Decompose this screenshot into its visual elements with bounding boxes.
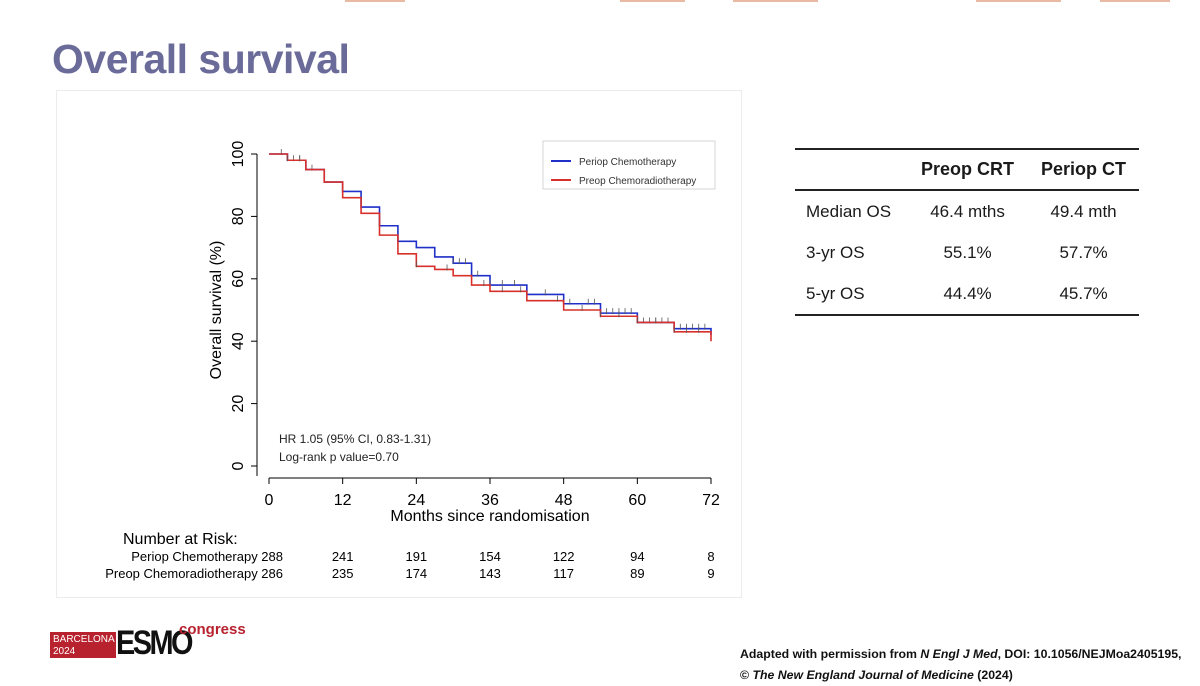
- stat-annotation: HR 1.05 (95% CI, 0.83-1.31): [279, 432, 431, 446]
- y-tick-label: 20: [230, 395, 247, 413]
- stats-cell-crt: 44.4%: [943, 283, 992, 303]
- figure-panel: 0 20 40 60 80 100 0 12 24 36 48 60 72 Months since ra…: [56, 90, 742, 598]
- citation-part: ©: [740, 668, 753, 682]
- risk-value: 8: [707, 549, 714, 564]
- citation-part: (2024): [973, 668, 1013, 682]
- top-decor-strip-4: [976, 0, 1061, 2]
- citation-line-2: © The New England Journal of Medicine (2…: [740, 665, 1181, 686]
- logo-congress-tag: congress: [179, 621, 246, 638]
- top-decor-strip-2: [620, 0, 685, 2]
- stats-row-3yr: 3-yr OS 55.1% 57.7%: [795, 232, 1139, 273]
- logo-city: BARCELONA: [53, 634, 115, 645]
- x-tick-label: 72: [702, 492, 720, 509]
- y-tick-label: 40: [230, 332, 247, 350]
- stats-cell-ct: 45.7%: [1059, 283, 1108, 303]
- risk-value: 117: [553, 566, 574, 581]
- risk-value: 89: [630, 566, 644, 581]
- x-tick-label: 24: [407, 492, 425, 509]
- stats-row-label: 3-yr OS: [806, 242, 865, 262]
- citation-part: Adapted with permission from: [740, 647, 921, 661]
- y-tick-label: 80: [230, 207, 247, 225]
- risk-table-title: Number at Risk:: [123, 531, 238, 548]
- risk-value: 143: [479, 566, 501, 581]
- stats-row-label: 5-yr OS: [806, 283, 865, 303]
- logo-badge: BARCELONA 2024: [50, 632, 116, 658]
- risk-value: 235: [332, 566, 354, 581]
- x-tick-label: 48: [555, 492, 573, 509]
- risk-value: 174: [405, 566, 427, 581]
- risk-value: 122: [553, 549, 575, 564]
- citation: Adapted with permission from N Engl J Me…: [740, 644, 1181, 686]
- x-tick-label: 0: [265, 492, 274, 509]
- stats-row-median: Median OS 46.4 mths 49.4 mth: [795, 190, 1139, 232]
- top-decor-strip-5: [1100, 0, 1170, 2]
- stats-header-crt: Preop CRT: [921, 159, 1015, 179]
- logo-year: 2024: [53, 646, 76, 657]
- risk-value: 154: [479, 549, 501, 564]
- y-tick-label: 100: [230, 141, 247, 168]
- risk-value: 191: [405, 549, 427, 564]
- stats-row-label: Median OS: [806, 201, 892, 221]
- legend-label: Preop Chemoradiotherapy: [579, 176, 696, 187]
- logo-wordmark: ESMO: [116, 624, 193, 662]
- citation-part: , DOI: 10.1056/NEJMoa2405195,: [997, 647, 1182, 661]
- stats-cell-ct: 57.7%: [1059, 242, 1108, 262]
- risk-value: 9: [707, 566, 714, 581]
- x-tick-label: 36: [481, 492, 499, 509]
- x-tick-label: 60: [628, 492, 646, 509]
- stats-header-row: Preop CRT Periop CT: [795, 149, 1139, 190]
- citation-journal-abbr: N Engl J Med: [920, 647, 998, 661]
- x-axis-title: Months since randomisation: [390, 508, 589, 525]
- stats-table: Preop CRT Periop CT Median OS 46.4 mths …: [795, 148, 1139, 316]
- risk-row-label: Periop Chemotherapy 288: [131, 549, 283, 564]
- top-decor-strip-1: [345, 0, 405, 2]
- y-tick-label: 60: [230, 270, 247, 288]
- stats-header-ct: Periop CT: [1041, 159, 1127, 179]
- y-tick-label: 0: [230, 461, 247, 470]
- risk-row-label: Preop Chemoradiotherapy 286: [105, 566, 283, 581]
- y-axis-title: Overall survival (%): [208, 241, 225, 380]
- stats-cell-crt: 55.1%: [943, 242, 992, 262]
- citation-journal-full: The New England Journal of Medicine: [752, 668, 974, 682]
- stat-annotation: Log-rank p value=0.70: [279, 450, 399, 464]
- citation-line-1: Adapted with permission from N Engl J Me…: [740, 644, 1181, 665]
- stats-cell-ct: 49.4 mth: [1050, 201, 1117, 221]
- esmo-congress-logo: BARCELONA 2024 ESMO congress: [50, 621, 250, 662]
- risk-value: 94: [630, 549, 644, 564]
- legend-box: [542, 140, 716, 190]
- x-tick-label: 12: [334, 492, 352, 509]
- top-decor-strip-3: [733, 0, 818, 2]
- stats-row-5yr: 5-yr OS 44.4% 45.7%: [795, 273, 1139, 315]
- stats-header-blank: [795, 149, 907, 190]
- stats-cell-crt: 46.4 mths: [930, 201, 1005, 221]
- slide-title: Overall survival: [52, 36, 350, 82]
- km-chart: 0 20 40 60 80 100 0 12 24 36 48 60 72 Months since ra…: [105, 140, 720, 581]
- legend-label: Periop Chemotherapy: [579, 157, 676, 168]
- risk-value: 241: [332, 549, 354, 564]
